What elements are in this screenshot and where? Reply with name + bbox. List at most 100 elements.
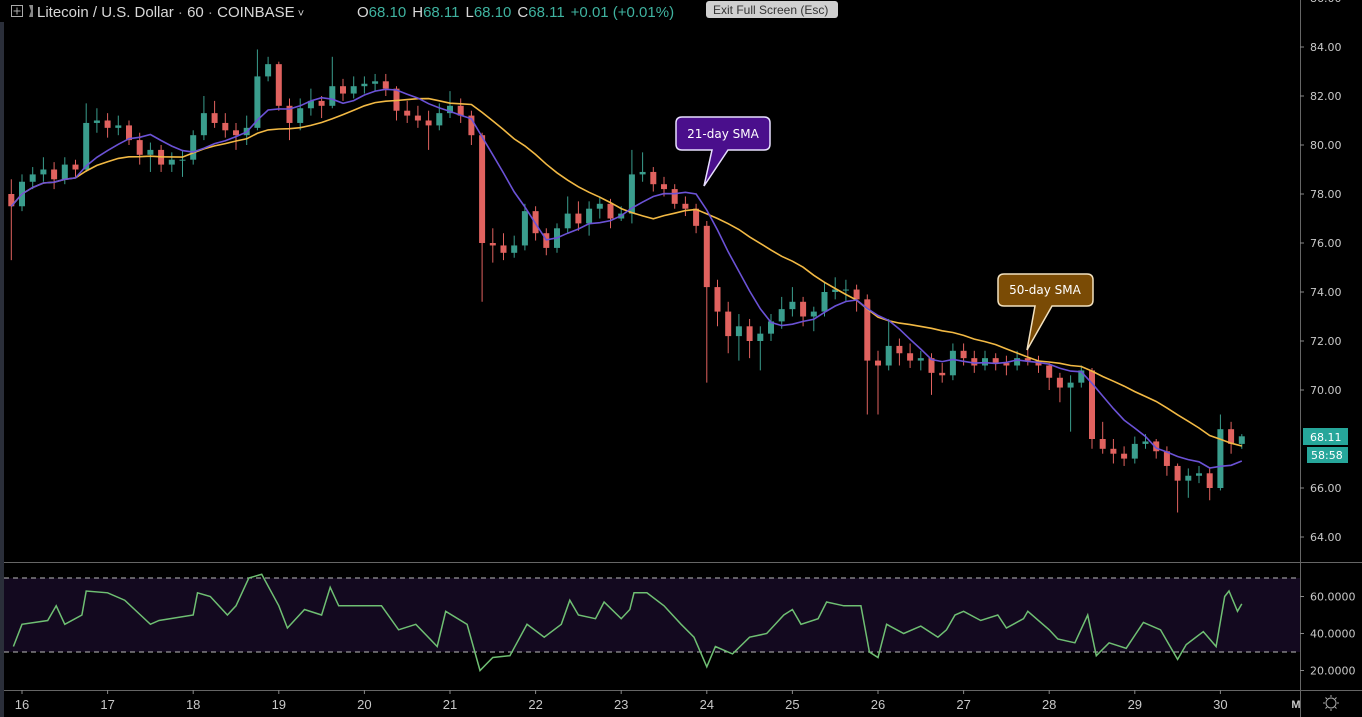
candle-body — [842, 289, 849, 291]
exchange: COINBASE — [217, 4, 295, 21]
candle-body — [307, 100, 314, 109]
last-price-tag: 68.11 58:58 — [1303, 428, 1348, 463]
last-price-value: 68.11 — [1310, 431, 1342, 444]
price-tick-label: 76.00 — [1310, 237, 1342, 250]
sma-21-line[interactable] — [10, 88, 1243, 469]
candle-body — [83, 122, 90, 170]
candle-body — [254, 76, 261, 128]
candle-body — [318, 100, 325, 106]
candle-body — [671, 189, 678, 204]
candle-body — [297, 108, 304, 123]
time-tick-label: 22 — [528, 697, 542, 712]
candle-body — [265, 64, 272, 77]
symbol-name: Litecoin / U.S. Dollar — [37, 4, 174, 21]
candle-body — [1131, 443, 1138, 459]
price-tick-label: 64.00 — [1310, 531, 1342, 544]
candle-body — [628, 174, 635, 214]
time-tick-label: 27 — [956, 697, 970, 712]
time-tick-label: 18 — [186, 697, 200, 712]
candle-body — [40, 169, 47, 175]
price-tick-label: 70.00 — [1310, 384, 1342, 397]
time-tick-label: 28 — [1042, 697, 1056, 712]
candle-body — [949, 350, 956, 376]
callout-21-day-sma-label: 21-day SMA — [687, 127, 759, 141]
header-bg — [0, 0, 704, 22]
candle-body — [939, 372, 946, 376]
candle-body — [340, 86, 346, 94]
sma-50-line[interactable] — [10, 97, 1243, 447]
rsi-axis[interactable]: 60.0000 40.0000 20.0000 — [1300, 591, 1356, 678]
candle-body — [447, 105, 453, 114]
interval: 60 — [187, 4, 204, 21]
candle-body — [521, 211, 528, 246]
candle-body — [992, 358, 999, 364]
time-axis[interactable]: 16 17 18 19 20 21 22 23 24 25 26 27 28 29 30 — [15, 690, 1228, 712]
candle-body — [917, 358, 924, 361]
candle-body — [789, 301, 796, 310]
candle-body — [457, 105, 464, 116]
candle-body — [875, 360, 881, 366]
candle-body — [479, 135, 486, 243]
candle-body — [1185, 475, 1192, 481]
symbol-title[interactable]: Litecoin / U.S. Dollar · 60 · COINBASE ˅ — [37, 4, 304, 21]
exit-fullscreen-tooltip: Exit Full Screen (Esc) — [706, 1, 838, 18]
price-tick-label: 80.00 — [1310, 139, 1342, 152]
next-month-label: M — [1291, 699, 1300, 711]
candle-body — [586, 208, 593, 224]
candle-body — [190, 135, 197, 160]
candle-body — [907, 353, 914, 361]
candle-body — [864, 299, 871, 361]
candle-body — [1046, 365, 1053, 378]
callout-21-day-sma[interactable]: 21-day SMA — [675, 116, 771, 187]
candle-body — [1174, 465, 1181, 481]
time-tick-label: 29 — [1128, 697, 1142, 712]
candle-body — [746, 326, 753, 341]
candle-body — [768, 321, 774, 334]
candle-body — [532, 211, 539, 234]
rsi-line[interactable] — [12, 573, 1243, 672]
ohlc-values: O68.10 H68.11 L68.10 C68.11 +0.01 (+0.01%) — [357, 4, 674, 21]
candle-body — [168, 159, 175, 165]
collapse-legend-icon[interactable] — [11, 5, 23, 17]
candle-body — [982, 358, 988, 366]
candle-body — [361, 83, 368, 87]
chevron-down-icon: ˅ — [295, 8, 304, 20]
candle-body — [1217, 429, 1224, 488]
candle-body — [682, 203, 689, 209]
price-tick-label: 66.00 — [1310, 482, 1342, 495]
candle-body — [468, 115, 475, 136]
candle-body — [200, 113, 207, 136]
time-tick-label: 17 — [100, 697, 114, 712]
candle-body — [821, 292, 828, 312]
candle-body — [61, 164, 68, 180]
exit-fullscreen-tooltip-text: Exit Full Screen (Esc) — [713, 3, 828, 17]
price-tick-label: 78.00 — [1310, 188, 1342, 201]
candle-body — [607, 203, 614, 219]
candle-body — [350, 86, 357, 94]
candle-body — [404, 110, 411, 116]
time-tick-label: 25 — [785, 697, 799, 712]
candle-body — [222, 122, 229, 131]
candles-layer — [8, 49, 1245, 513]
candle-body — [832, 289, 839, 292]
candle-body — [639, 171, 646, 175]
callout-50-day-sma-label: 50-day SMA — [1009, 283, 1081, 297]
candle-body — [885, 345, 892, 366]
candle-body — [853, 289, 860, 300]
callout-50-day-sma[interactable]: 50-day SMA — [997, 273, 1094, 351]
candle-body — [896, 345, 903, 354]
candle-body — [661, 184, 667, 190]
candle-body — [275, 64, 282, 106]
settings-gear-icon[interactable] — [1323, 695, 1339, 711]
time-tick-label: 23 — [614, 697, 628, 712]
price-axis[interactable]: 86.00 84.00 82.00 80.00 78.00 76.00 74.00 72.00… — [1300, 0, 1342, 544]
candle-body — [489, 243, 496, 246]
candle-body — [72, 164, 79, 170]
time-tick-label: 19 — [272, 697, 286, 712]
candle-body — [436, 113, 443, 126]
candle-body — [211, 113, 218, 123]
candle-body — [800, 301, 807, 317]
candle-body — [1056, 377, 1063, 388]
candle-body — [372, 81, 379, 84]
